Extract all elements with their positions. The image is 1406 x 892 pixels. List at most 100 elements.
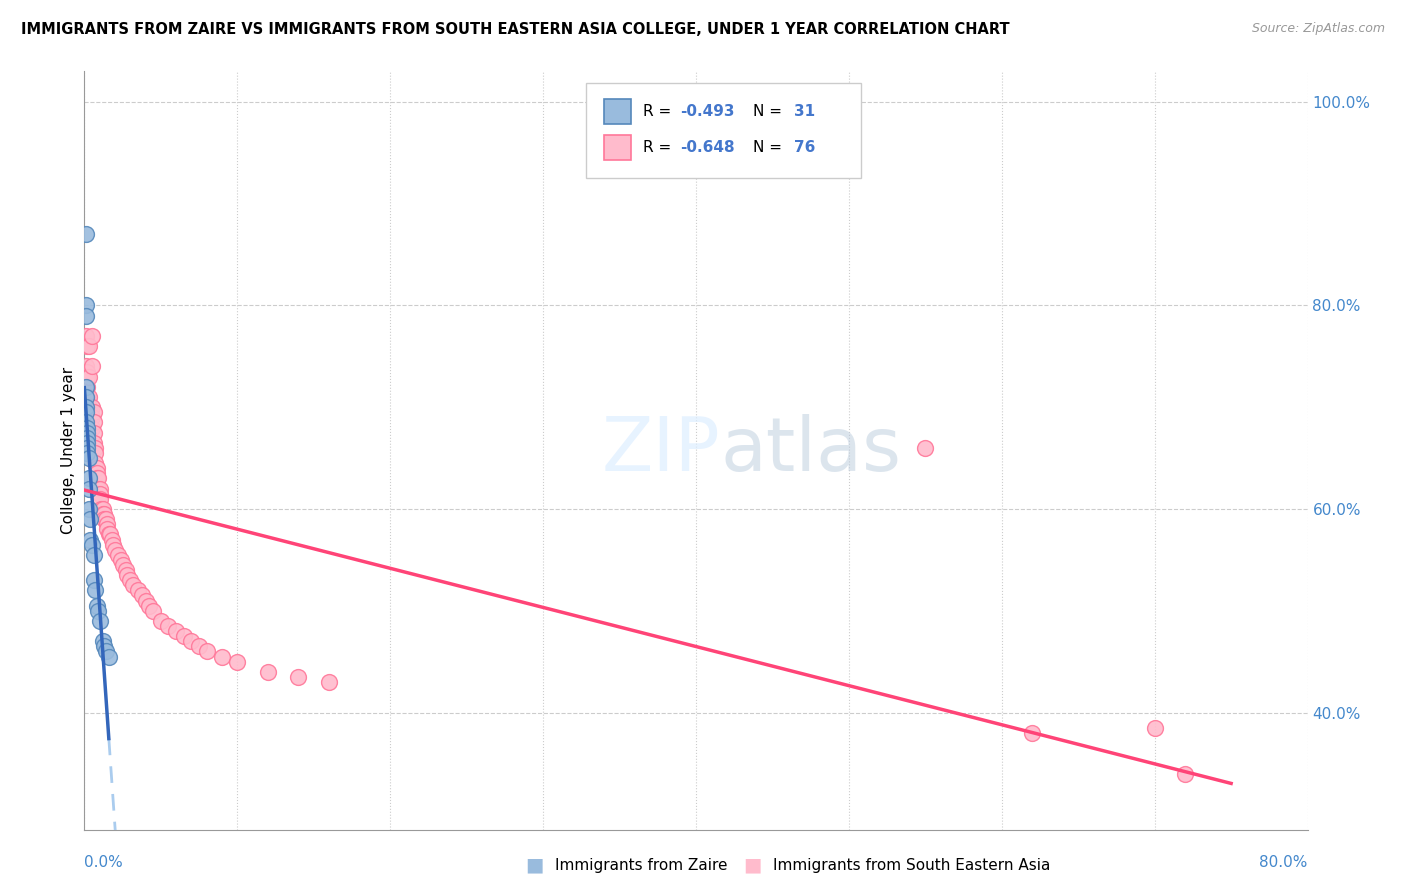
Point <box>94 644 117 658</box>
Point <box>83 425 105 440</box>
Point <box>318 675 340 690</box>
Point <box>80 420 103 434</box>
Point <box>86 599 108 613</box>
Point <box>103 538 125 552</box>
Point <box>75 401 97 415</box>
Point <box>83 435 105 450</box>
Point <box>914 441 936 455</box>
Point <box>107 548 129 562</box>
Point <box>77 390 100 404</box>
Point <box>188 640 211 654</box>
Point <box>97 649 120 664</box>
Point <box>111 558 134 572</box>
Point <box>83 416 105 430</box>
Point <box>79 420 101 434</box>
Text: 76: 76 <box>794 140 815 155</box>
Point <box>138 599 160 613</box>
Point <box>93 507 115 521</box>
Point <box>76 435 98 450</box>
Point <box>98 527 121 541</box>
Point <box>77 401 100 415</box>
Point <box>75 329 97 343</box>
Text: Immigrants from Zaire: Immigrants from Zaire <box>555 858 728 872</box>
Text: R =: R = <box>644 104 676 120</box>
Point <box>94 512 117 526</box>
Point <box>120 573 142 587</box>
Point <box>77 471 100 485</box>
Point <box>89 486 111 500</box>
Point <box>173 629 195 643</box>
Point <box>75 416 97 430</box>
Point <box>79 533 101 547</box>
Point <box>91 507 114 521</box>
FancyBboxPatch shape <box>605 99 631 125</box>
Point <box>75 390 97 404</box>
Text: 80.0%: 80.0% <box>1260 855 1308 870</box>
Y-axis label: College, Under 1 year: College, Under 1 year <box>60 367 76 534</box>
Text: atlas: atlas <box>720 414 901 487</box>
Point <box>77 451 100 466</box>
Point <box>75 227 97 242</box>
Point <box>87 482 110 496</box>
Point <box>131 589 153 603</box>
Point <box>75 380 97 394</box>
Text: ■: ■ <box>524 855 544 875</box>
FancyBboxPatch shape <box>605 135 631 160</box>
Point <box>1174 766 1197 780</box>
Point <box>79 405 101 419</box>
Point <box>87 471 110 485</box>
Point <box>93 640 115 654</box>
Point <box>80 401 103 415</box>
Point <box>122 578 145 592</box>
Point <box>96 522 118 536</box>
Point <box>114 563 136 577</box>
Point <box>287 670 309 684</box>
Point <box>83 405 105 419</box>
Point <box>1143 721 1166 735</box>
Text: N =: N = <box>754 140 787 155</box>
Point <box>80 329 103 343</box>
Text: Immigrants from South Eastern Asia: Immigrants from South Eastern Asia <box>773 858 1050 872</box>
Point <box>76 431 98 445</box>
Text: IMMIGRANTS FROM ZAIRE VS IMMIGRANTS FROM SOUTH EASTERN ASIA COLLEGE, UNDER 1 YEA: IMMIGRANTS FROM ZAIRE VS IMMIGRANTS FROM… <box>21 22 1010 37</box>
Point <box>142 604 165 618</box>
Point <box>84 441 107 455</box>
Point <box>75 298 97 312</box>
Point <box>76 425 98 440</box>
Text: ■: ■ <box>742 855 762 875</box>
Point <box>80 538 103 552</box>
Point <box>89 482 111 496</box>
Point <box>84 456 107 470</box>
Point <box>76 380 98 394</box>
Point <box>1021 726 1043 740</box>
Point <box>77 502 100 516</box>
Point <box>211 649 233 664</box>
Text: N =: N = <box>754 104 787 120</box>
Text: Source: ZipAtlas.com: Source: ZipAtlas.com <box>1251 22 1385 36</box>
Point <box>83 573 105 587</box>
Text: 0.0%: 0.0% <box>84 855 124 870</box>
Point <box>89 614 111 628</box>
Point <box>75 359 97 374</box>
Point <box>76 369 98 384</box>
Point <box>77 369 100 384</box>
Point <box>149 614 172 628</box>
Point <box>84 446 107 460</box>
Point <box>91 634 114 648</box>
Point <box>101 533 124 547</box>
Point <box>90 502 112 516</box>
Point <box>226 655 249 669</box>
Point <box>93 512 115 526</box>
Point <box>110 553 132 567</box>
Point <box>80 410 103 425</box>
Text: -0.648: -0.648 <box>681 140 735 155</box>
Point <box>76 420 98 434</box>
FancyBboxPatch shape <box>586 83 860 178</box>
Point <box>97 527 120 541</box>
Point <box>77 482 100 496</box>
Point <box>76 339 98 353</box>
Point <box>75 309 97 323</box>
Point <box>79 416 101 430</box>
Point <box>83 548 105 562</box>
Point <box>76 441 98 455</box>
